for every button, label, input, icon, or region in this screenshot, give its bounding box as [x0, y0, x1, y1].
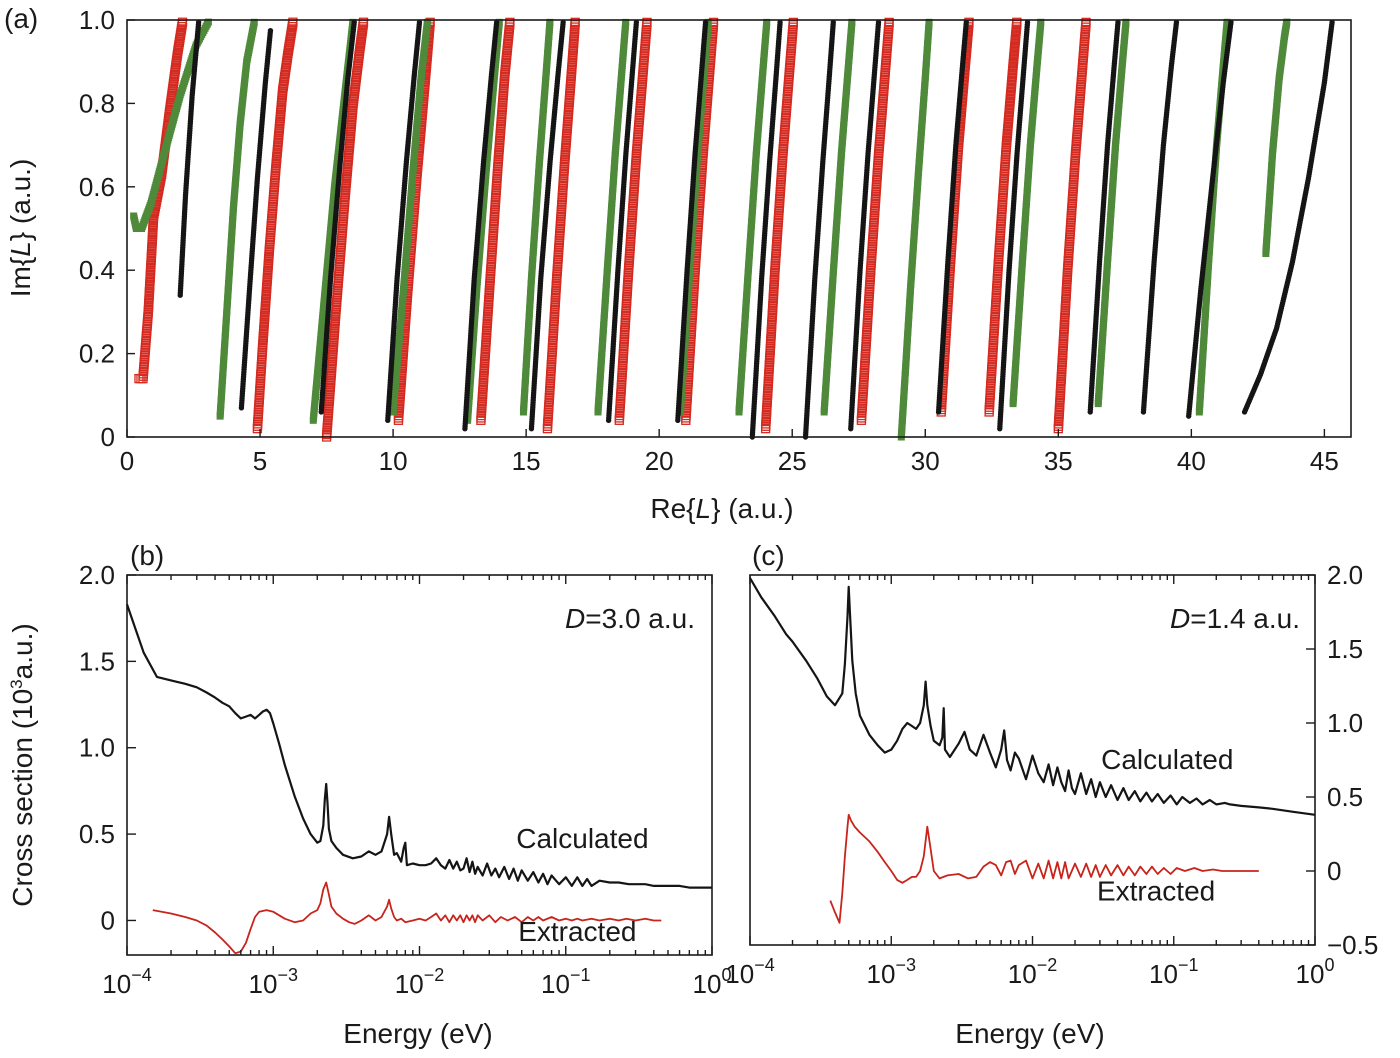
scatter-point-red-open-square-0-6-14: [177, 17, 188, 27]
scatter-point-red-open-square-4-3-22: [505, 17, 515, 28]
scatter-point-black-dot-1-3-22: [267, 27, 274, 34]
panel-a: (a) 0 5 10 15 20 25 30 35 40 45 00.20.40.60.81.0 …: [4, 3, 1352, 524]
scatter-point-red-open-square-2-4-12: [358, 17, 369, 27]
scatter-point-red-open-square-1-5-14: [288, 17, 298, 27]
panel-a-scatter-points: [130, 17, 1335, 442]
scatter-point-red-open-square-6-3-20: [642, 17, 652, 28]
scatter-point-red-open-square-5-3-22: [570, 17, 580, 28]
panel-a-letter: (a): [4, 3, 38, 34]
